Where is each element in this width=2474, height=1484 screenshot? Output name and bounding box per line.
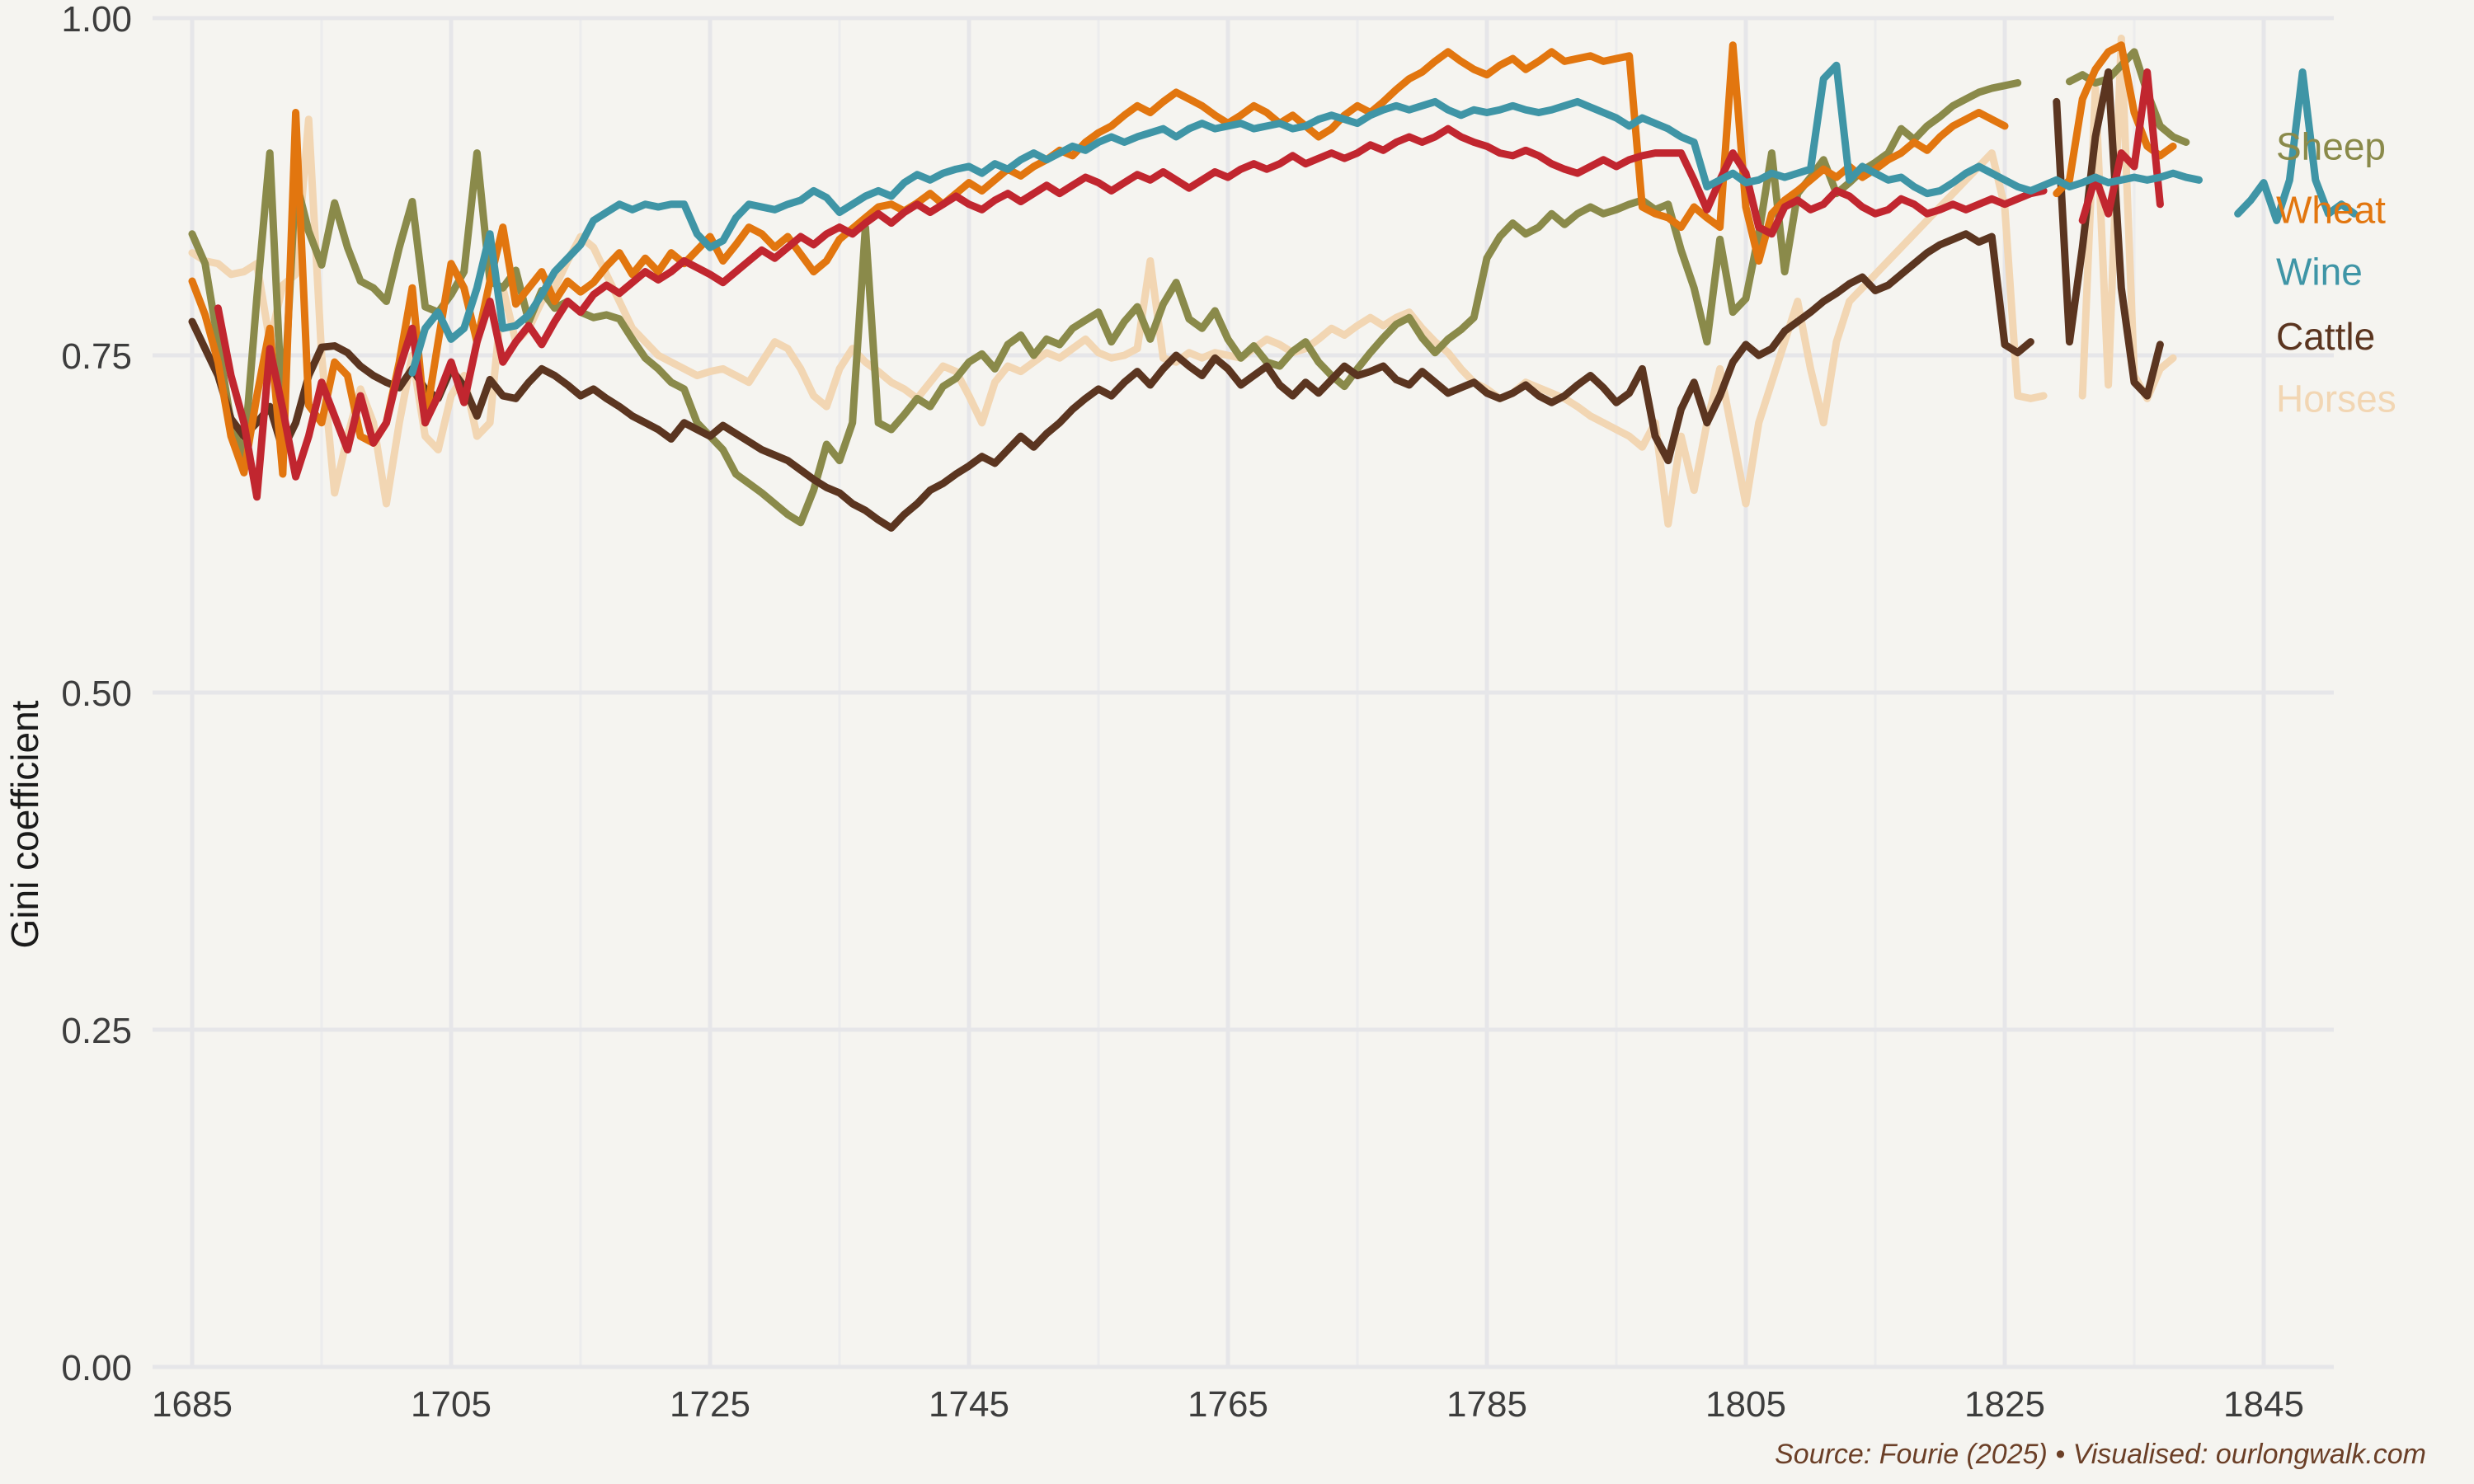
x-tick-label: 1785 [1446,1384,1527,1425]
x-tick-label: 1765 [1188,1384,1268,1425]
series-line-cattle [188,68,2164,532]
legend-label-wheat[interactable]: Wheat [2276,188,2386,231]
y-axis-tick-labels: 0.00 0.25 0.50 0.75 1.00 [61,0,132,1388]
legend-label-sheep[interactable]: Sheep [2276,124,2386,167]
x-tick-label: 1825 [1964,1384,2045,1425]
x-tick-label: 1685 [152,1384,233,1425]
y-tick-label: 0.75 [61,336,132,377]
y-major-gridlines [153,16,2334,1369]
series-lines [188,35,2359,532]
x-tick-label: 1725 [670,1384,750,1425]
x-tick-label: 1705 [411,1384,492,1425]
x-tick-label: 1805 [1705,1384,1786,1425]
legend-label-wine[interactable]: Wine [2276,251,2363,294]
y-tick-label: 0.25 [61,1011,132,1051]
y-tick-label: 0.50 [61,674,132,714]
y-axis-title: Gini coefficient [3,700,46,948]
x-tick-label: 1845 [2223,1384,2304,1425]
y-tick-label: 1.00 [61,0,132,40]
legend-label-horses[interactable]: Horses [2276,377,2396,420]
y-tick-label: 0.00 [61,1348,132,1388]
legend-label-cattle[interactable]: Cattle [2276,315,2375,358]
x-tick-label: 1745 [929,1384,1009,1425]
chart-caption: Source: Fourie (2025) • Visualised: ourl… [1775,1439,2426,1470]
series-line-wine [408,61,2359,377]
legend: Sheep Wheat Wine Cattle Horses [2276,124,2396,420]
x-axis-tick-labels: 1685 1705 1725 1745 1765 1785 1805 1825 1845 [152,1384,2304,1425]
